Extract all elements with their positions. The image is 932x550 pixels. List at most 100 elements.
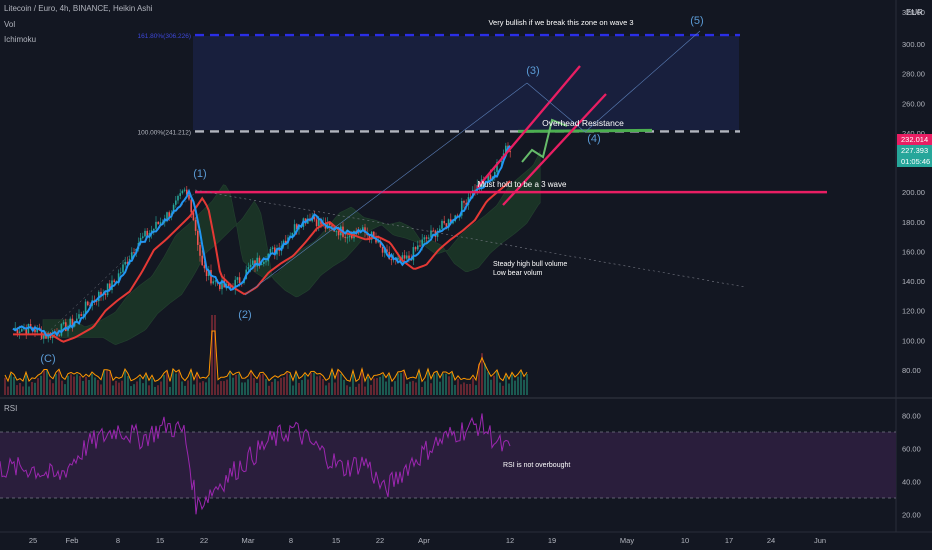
candle-body (159, 222, 162, 225)
wave-label: (4) (587, 133, 600, 145)
candle-body (194, 220, 197, 231)
price-tick-label: 180.00 (902, 218, 925, 227)
time-tick-label: Jun (814, 536, 826, 545)
candle-body (78, 314, 80, 319)
volume-bar (517, 376, 519, 395)
candle-body (168, 212, 170, 218)
volume-bar (337, 369, 339, 395)
candle-body (357, 232, 360, 234)
volume-bar (103, 370, 105, 395)
volume-bar (481, 353, 483, 395)
volume-bar (172, 369, 174, 395)
price-tick-label: 240.00 (902, 129, 925, 138)
currency-label[interactable]: EUR (906, 8, 923, 17)
volume-bar (355, 386, 357, 395)
wave-4-path[interactable] (521, 118, 568, 163)
rsi-tick-label: 40.00 (902, 478, 921, 487)
candle-body (146, 230, 148, 237)
candle-body (313, 216, 316, 220)
candle-body (320, 219, 322, 225)
volume-bar (400, 373, 402, 395)
candle-body (472, 189, 474, 198)
volume-bar (394, 381, 396, 395)
candle-body (166, 212, 168, 221)
volume-bar (250, 371, 252, 395)
volume-bar (277, 381, 279, 395)
time-tick-label: 22 (200, 536, 208, 545)
volume-bar (457, 379, 459, 395)
volume-bar (13, 377, 15, 395)
resistance-line[interactable] (517, 128, 653, 133)
volume-bar (154, 386, 156, 395)
candle-body (329, 222, 331, 226)
candle-body (133, 252, 135, 254)
time-tick-label: 24 (767, 536, 775, 545)
candle-body (183, 189, 186, 191)
candle-body (106, 283, 109, 296)
ichimoku-legend[interactable]: Ichimoku (4, 35, 37, 44)
volume-bar (502, 385, 504, 395)
volume-bar (34, 382, 36, 395)
candle-body (175, 200, 177, 205)
candle-body (186, 189, 188, 195)
volume-bar (268, 385, 270, 395)
candle-body (16, 327, 19, 334)
volume-bar (301, 380, 303, 395)
volume-bar (196, 374, 198, 395)
candle-body (318, 219, 320, 227)
volume-bar (523, 379, 525, 395)
volume-bar (445, 373, 447, 395)
candle-body (155, 221, 157, 229)
candle-body (364, 227, 366, 233)
candle-body (230, 286, 232, 288)
candle-body (117, 273, 120, 282)
volume-bar (283, 377, 285, 395)
volume-bar (349, 386, 351, 395)
volume-bar (493, 375, 495, 395)
candle-body (58, 335, 60, 337)
candle-body (210, 269, 212, 284)
volume-bar (454, 384, 456, 395)
volume-bar (31, 381, 33, 395)
volume-bar (247, 379, 249, 395)
volume-bar (388, 375, 390, 395)
candle-body (252, 260, 254, 265)
wave-1-trendline (39, 189, 199, 341)
trend-channel-lower[interactable] (502, 93, 607, 206)
candle-body (139, 237, 142, 243)
volume-bar (49, 379, 51, 395)
trend-channel-upper[interactable] (476, 65, 581, 189)
kijun-line (13, 180, 511, 343)
volume-bar (325, 385, 327, 395)
candle-body (71, 318, 74, 327)
candle-body (122, 264, 124, 273)
candle-body (227, 283, 230, 287)
candle-body (18, 331, 21, 334)
volume-bar (28, 386, 30, 395)
time-tick-label: 19 (548, 536, 556, 545)
levels: 161.80%(306.226) 100.00%(241.212) (138, 33, 827, 194)
wave-label: (2) (238, 309, 251, 321)
candle-body (388, 251, 390, 260)
candle-body (500, 160, 503, 162)
rsi-legend[interactable]: RSI (4, 404, 18, 413)
volume-bar (52, 383, 54, 395)
volume-bar (430, 383, 432, 395)
volume-bar (448, 376, 450, 395)
candle-body (80, 314, 82, 316)
candle-body (439, 228, 441, 232)
candle-body (43, 335, 45, 339)
candle-body (452, 221, 454, 224)
candle-body (436, 231, 439, 237)
volume-bar (382, 374, 384, 395)
candle-body (172, 204, 175, 214)
volume-bar (361, 369, 363, 395)
last-price-tag: 232.014 (901, 135, 928, 144)
vol-legend[interactable]: Vol (4, 20, 16, 29)
volume-bar (97, 380, 99, 395)
volume-bar (184, 385, 186, 395)
candle-body (263, 261, 265, 264)
volume-bar (271, 381, 273, 395)
candle-body (487, 174, 489, 182)
